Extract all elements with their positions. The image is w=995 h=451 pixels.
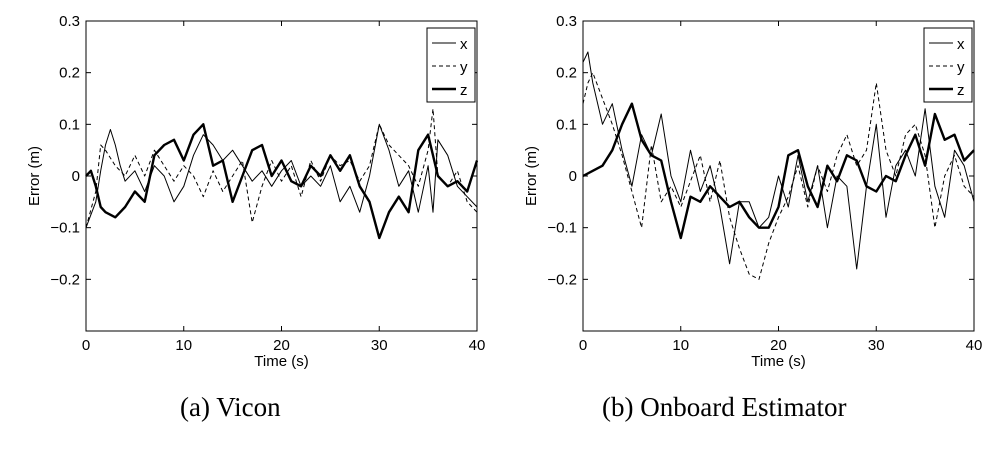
legend-label-x: x xyxy=(460,36,468,53)
y-tick-label: 0 xyxy=(72,168,80,185)
chart-panel-b: 0 10 20 30 40 −0.2 −0.1 0 0.1 0.2 0.3 Time (s) Error… xyxy=(523,13,982,370)
legend-box xyxy=(426,27,476,103)
y-tick-label: −0.2 xyxy=(547,271,577,288)
y-axis-label: Error (m) xyxy=(26,146,43,206)
x-tick-label: 0 xyxy=(82,337,90,354)
x-axis-label: Time (s) xyxy=(254,353,308,370)
legend-label-z: z xyxy=(957,82,965,99)
x-tick-label: 20 xyxy=(770,337,787,354)
subfigure-caption-a: (a) Vicon xyxy=(180,392,281,422)
y-tick-label: 0.2 xyxy=(556,65,577,82)
y-tick-label: −0.1 xyxy=(50,220,80,237)
y-tick-label: 0 xyxy=(569,168,577,185)
y-tick-label: −0.2 xyxy=(50,271,80,288)
series-line-y xyxy=(582,72,975,280)
x-tick-label: 40 xyxy=(966,337,983,354)
x-axis-label: Time (s) xyxy=(751,353,805,370)
x-tick-label: 30 xyxy=(868,337,885,354)
chart-panel-a: 0 10 20 30 40 −0.2 −0.1 0 0.1 0.2 0.3 Time (s) Error… xyxy=(26,13,485,370)
series-line-x xyxy=(85,123,478,228)
y-axis-label: Error (m) xyxy=(523,146,540,206)
series-line-x xyxy=(582,51,975,270)
y-tick-label: 0.1 xyxy=(59,116,80,133)
x-tick-label: 10 xyxy=(672,337,689,354)
y-tick-label: 0.2 xyxy=(59,65,80,82)
series-line-y xyxy=(85,108,478,228)
legend-label-y: y xyxy=(460,59,468,76)
x-tick-label: 20 xyxy=(273,337,290,354)
legend-label-y: y xyxy=(957,59,965,76)
y-tick-label: 0.3 xyxy=(59,13,80,30)
series-line-z xyxy=(582,102,975,240)
x-tick-label: 40 xyxy=(469,337,486,354)
series-line-z xyxy=(85,123,479,240)
x-tick-label: 0 xyxy=(579,337,587,354)
x-tick-label: 10 xyxy=(175,337,192,354)
y-tick-label: −0.1 xyxy=(547,220,577,237)
subfigure-caption-b: (b) Onboard Estimator xyxy=(602,392,847,422)
x-tick-label: 30 xyxy=(371,337,388,354)
y-tick-label: 0.1 xyxy=(556,116,577,133)
legend-label-x: x xyxy=(957,36,965,53)
y-tick-label: 0.3 xyxy=(556,13,577,30)
legend-box xyxy=(923,27,973,103)
legend-label-z: z xyxy=(460,82,468,99)
